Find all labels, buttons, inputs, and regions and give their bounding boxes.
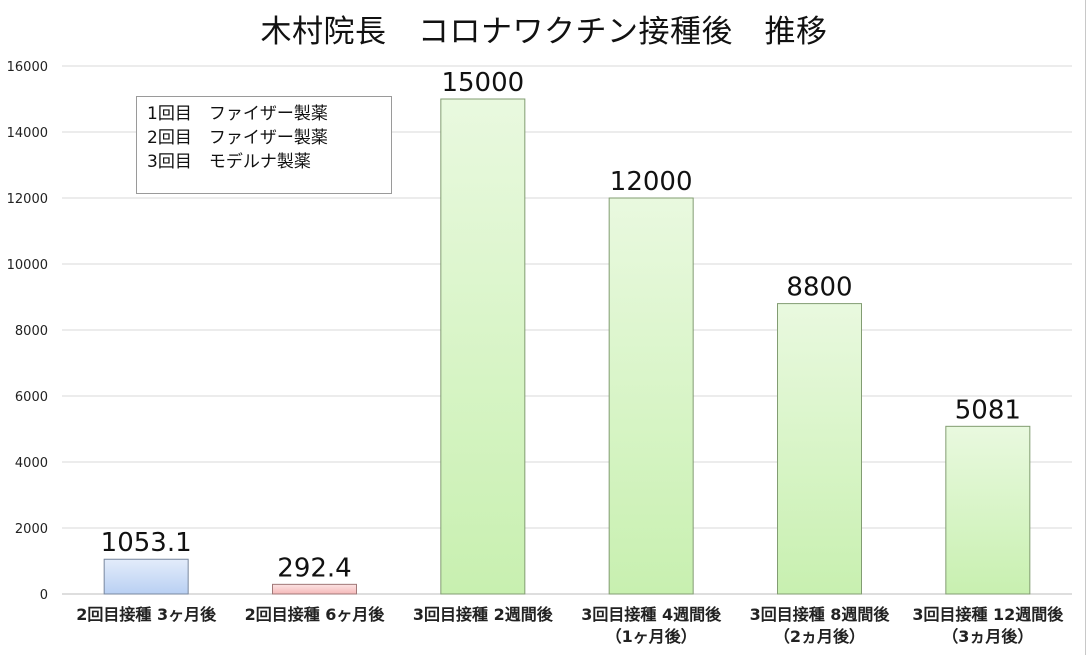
bar bbox=[103, 558, 189, 595]
data-label: 12000 bbox=[610, 167, 693, 197]
y-tick-label: 4000 bbox=[15, 456, 48, 471]
y-tick-label: 0 bbox=[40, 588, 48, 603]
note-line-3: 3回目 モデルナ製薬 bbox=[147, 152, 311, 172]
bar bbox=[945, 425, 1031, 595]
chart-title: 木村院長 コロナワクチン接種後 推移 bbox=[260, 14, 828, 50]
data-label: 1053.1 bbox=[101, 528, 192, 558]
y-tick-label: 10000 bbox=[7, 258, 48, 273]
data-label: 15000 bbox=[441, 68, 524, 98]
chart-frame bbox=[1085, 0, 1086, 655]
bar bbox=[777, 303, 862, 595]
x-tick-label: （1ヶ月後） bbox=[606, 627, 697, 646]
note-line-1: 1回目 ファイザー製薬 bbox=[147, 104, 328, 124]
x-tick-label: 2回目接種 6ヶ月後 bbox=[245, 605, 386, 624]
bar bbox=[440, 98, 526, 595]
x-tick-label: （2ヵ月後） bbox=[774, 627, 865, 646]
data-label: 5081 bbox=[955, 395, 1021, 425]
x-tick-label: 3回目接種 4週間後 bbox=[581, 605, 722, 624]
x-tick-label: （3ヵ月後） bbox=[942, 627, 1033, 646]
y-tick-label: 16000 bbox=[7, 60, 48, 75]
vaccine-note-box: 1回目 ファイザー製薬 2回目 ファイザー製薬 3回目 モデルナ製薬 bbox=[136, 96, 392, 194]
x-tick-label: 3回目接種 8週間後 bbox=[750, 605, 891, 624]
y-tick-label: 8000 bbox=[15, 324, 48, 339]
x-tick-label: 3回目接種 2週間後 bbox=[413, 605, 554, 624]
data-label: 8800 bbox=[786, 273, 852, 303]
data-label: 292.4 bbox=[277, 553, 351, 583]
y-tick-label: 2000 bbox=[15, 522, 48, 537]
y-tick-label: 12000 bbox=[7, 192, 48, 207]
bar bbox=[608, 197, 694, 595]
y-tick-label: 14000 bbox=[7, 126, 48, 141]
x-tick-label: 3回目接種 12週間後 bbox=[912, 605, 1064, 624]
y-tick-label: 6000 bbox=[15, 390, 48, 405]
note-line-2: 2回目 ファイザー製薬 bbox=[147, 128, 328, 148]
x-tick-label: 2回目接種 3ヶ月後 bbox=[76, 605, 217, 624]
bar bbox=[272, 583, 357, 595]
